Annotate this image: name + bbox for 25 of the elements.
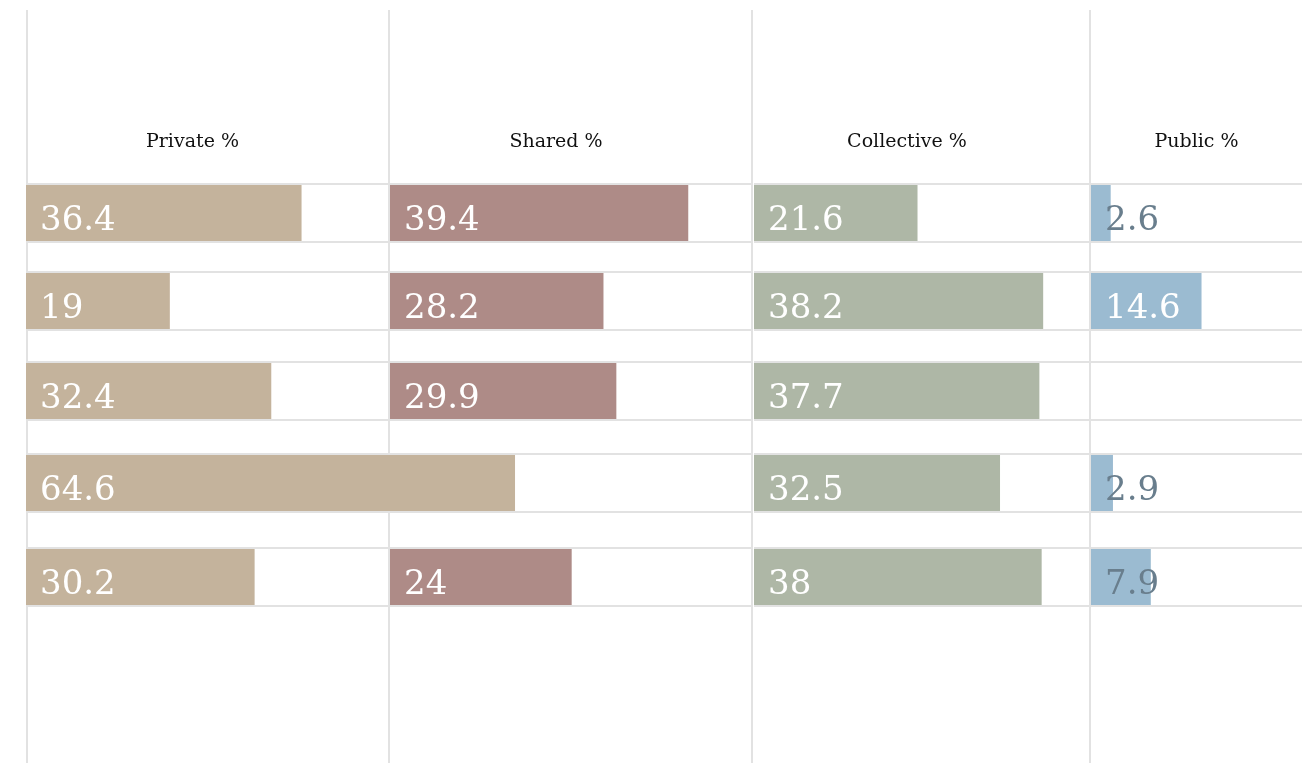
data-label: 37.7 xyxy=(768,376,844,416)
chart-title: Public % xyxy=(1154,129,1239,151)
data-label: 28.2 xyxy=(404,286,480,326)
data-label: 38 xyxy=(768,562,812,602)
data-label: 39.4 xyxy=(404,198,480,238)
data-label: 32.4 xyxy=(40,376,116,416)
bar xyxy=(26,273,170,329)
data-label: 38.2 xyxy=(768,286,844,326)
chart-title: Collective % xyxy=(847,129,967,151)
data-label: 14.6 xyxy=(1105,286,1181,326)
data-label: 36.4 xyxy=(40,198,116,238)
data-label: 64.6 xyxy=(40,468,116,508)
chart-title: Shared % xyxy=(509,129,603,151)
data-label: 21.6 xyxy=(768,198,844,238)
bar xyxy=(754,273,1044,329)
data-label: 29.9 xyxy=(404,376,480,416)
bar xyxy=(26,363,272,419)
bar xyxy=(754,363,1040,419)
data-label: 24 xyxy=(404,562,448,602)
data-label: 30.2 xyxy=(40,562,116,602)
data-label: 32.5 xyxy=(768,468,844,508)
bar xyxy=(754,455,1001,511)
bar xyxy=(1091,273,1202,329)
data-label: 19 xyxy=(40,286,84,326)
chart-title: Private % xyxy=(146,129,239,151)
